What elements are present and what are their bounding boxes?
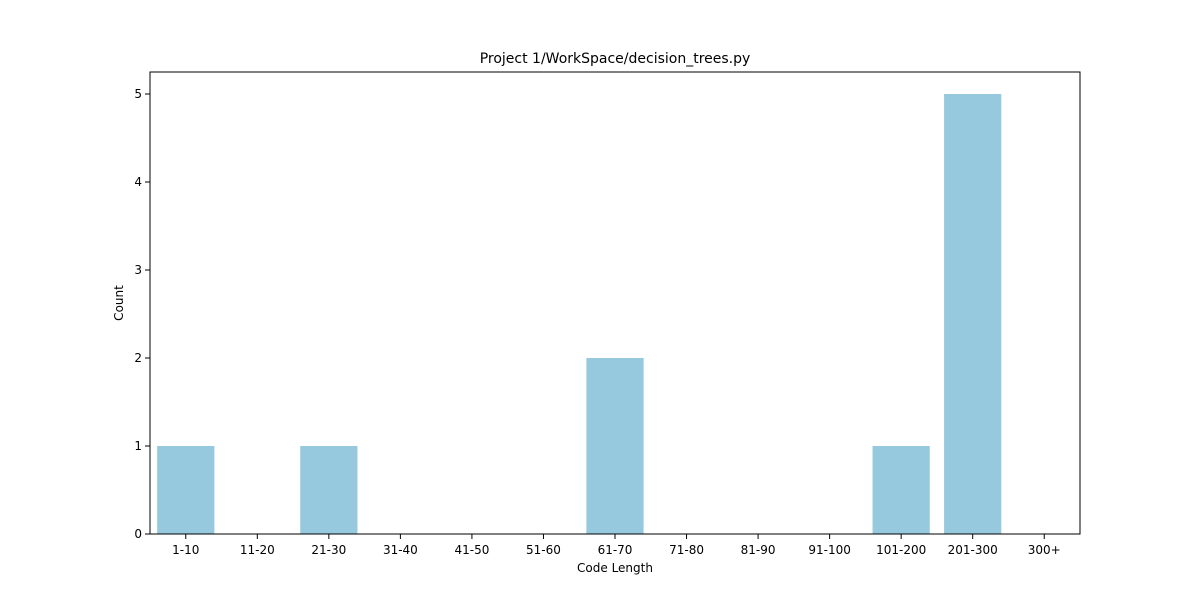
x-tick-label-21-30: 21-30 bbox=[311, 543, 346, 557]
bars-group bbox=[157, 94, 1002, 534]
y-axis-ticks: 0 1 2 3 4 5 bbox=[134, 87, 150, 541]
y-tick-label-5: 5 bbox=[134, 87, 142, 101]
bar-1-10 bbox=[157, 446, 215, 534]
x-tick-label-11-20: 11-20 bbox=[240, 543, 275, 557]
x-axis-label: Code Length bbox=[577, 561, 653, 575]
bar-21-30 bbox=[300, 446, 358, 534]
x-tick-label-61-70: 61-70 bbox=[598, 543, 633, 557]
y-tick-label-4: 4 bbox=[134, 175, 142, 189]
x-tick-label-91-100: 91-100 bbox=[808, 543, 851, 557]
x-tick-label-71-80: 71-80 bbox=[669, 543, 704, 557]
y-axis-label: Count bbox=[112, 285, 126, 321]
x-tick-label-101-200: 101-200 bbox=[876, 543, 926, 557]
x-tick-label-201-300: 201-300 bbox=[948, 543, 998, 557]
chart-title: Project 1/WorkSpace/decision_trees.py bbox=[480, 51, 751, 67]
x-tick-label-81-90: 81-90 bbox=[741, 543, 776, 557]
bar-201-300 bbox=[944, 94, 1002, 534]
y-tick-label-1: 1 bbox=[134, 439, 142, 453]
x-tick-label-31-40: 31-40 bbox=[383, 543, 418, 557]
y-tick-label-0: 0 bbox=[134, 527, 142, 541]
x-tick-label-41-50: 41-50 bbox=[454, 543, 489, 557]
bar-61-70 bbox=[586, 358, 644, 534]
bar-101-200 bbox=[872, 446, 930, 534]
x-tick-label-300+: 300+ bbox=[1028, 543, 1061, 557]
y-tick-label-3: 3 bbox=[134, 263, 142, 277]
x-tick-label-51-60: 51-60 bbox=[526, 543, 561, 557]
y-tick-label-2: 2 bbox=[134, 351, 142, 365]
x-axis-ticks: 1-10 11-20 21-30 31-40 41-50 51-60 61-70 71-80 8… bbox=[172, 534, 1061, 557]
x-tick-label-1-10: 1-10 bbox=[172, 543, 199, 557]
